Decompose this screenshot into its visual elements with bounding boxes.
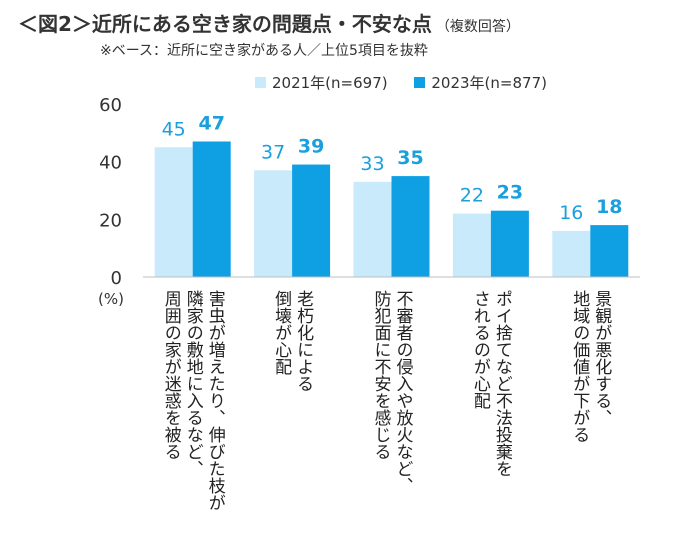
- bar-2023: [590, 225, 629, 277]
- legend-label-2021: 2021年(n=697): [272, 74, 388, 92]
- chart-subtitle: ※ベース：近所に空き家がある人／上位5項目を抜粋: [100, 43, 428, 59]
- bar-2021: [552, 230, 591, 277]
- title-block: ＜図2＞近所にある空き家の問題点・不安な点 （複数回答）: [18, 8, 520, 37]
- data-label-2023: 47: [198, 112, 224, 134]
- category-label: 害虫が増えたり、伸びた枝が 隣家の敷地に入るなど、 周囲の家が迷惑を被る: [160, 290, 225, 511]
- data-label-2023: 18: [596, 196, 622, 218]
- data-label-2021: 33: [360, 153, 384, 175]
- data-label-2021: 22: [460, 185, 484, 207]
- y-tick-label: 60: [99, 95, 122, 116]
- bar-2021: [353, 181, 392, 277]
- bar-2023: [490, 210, 529, 277]
- data-label-2023: 35: [397, 147, 423, 169]
- data-label-2021: 37: [261, 141, 285, 163]
- legend-label-2023: 2023年(n=877): [431, 74, 547, 92]
- bar-2023: [391, 176, 430, 277]
- bar-2023: [192, 141, 231, 277]
- y-tick-label: 40: [99, 153, 122, 174]
- y-tick-label: 0: [111, 268, 122, 289]
- legend-item-2023: 2023年(n=877): [414, 72, 547, 93]
- category-label: 老朽化による 倒壊が心配: [271, 290, 314, 392]
- legend-swatch-2023: [414, 77, 426, 88]
- category-label: 不審者の侵入や放火など、 防犯面に不安を感じる: [370, 290, 413, 494]
- title-note: （複数回答）: [435, 19, 520, 35]
- y-axis-unit-label: (%): [98, 290, 124, 308]
- bar-2021: [452, 213, 491, 277]
- bar-2021: [154, 147, 193, 277]
- category-label: ポイ捨てなど不法投棄を されるのが心配: [469, 290, 512, 477]
- data-label-2023: 23: [497, 182, 523, 204]
- legend-swatch-2021: [255, 77, 266, 88]
- category-label: 景観が悪化する、 地域の価値が下がる: [569, 290, 612, 443]
- data-label-2021: 45: [162, 118, 186, 140]
- data-label-2021: 16: [559, 202, 583, 224]
- legend: 2021年(n=697) 2023年(n=877): [255, 72, 569, 93]
- data-label-2023: 39: [298, 136, 324, 158]
- y-tick-label: 20: [99, 210, 122, 231]
- bar-2023: [292, 164, 331, 277]
- chart-title: ＜図2＞近所にある空き家の問題点・不安な点: [18, 12, 432, 36]
- legend-item-2021: 2021年(n=697): [255, 72, 388, 93]
- bar-2021: [254, 170, 293, 277]
